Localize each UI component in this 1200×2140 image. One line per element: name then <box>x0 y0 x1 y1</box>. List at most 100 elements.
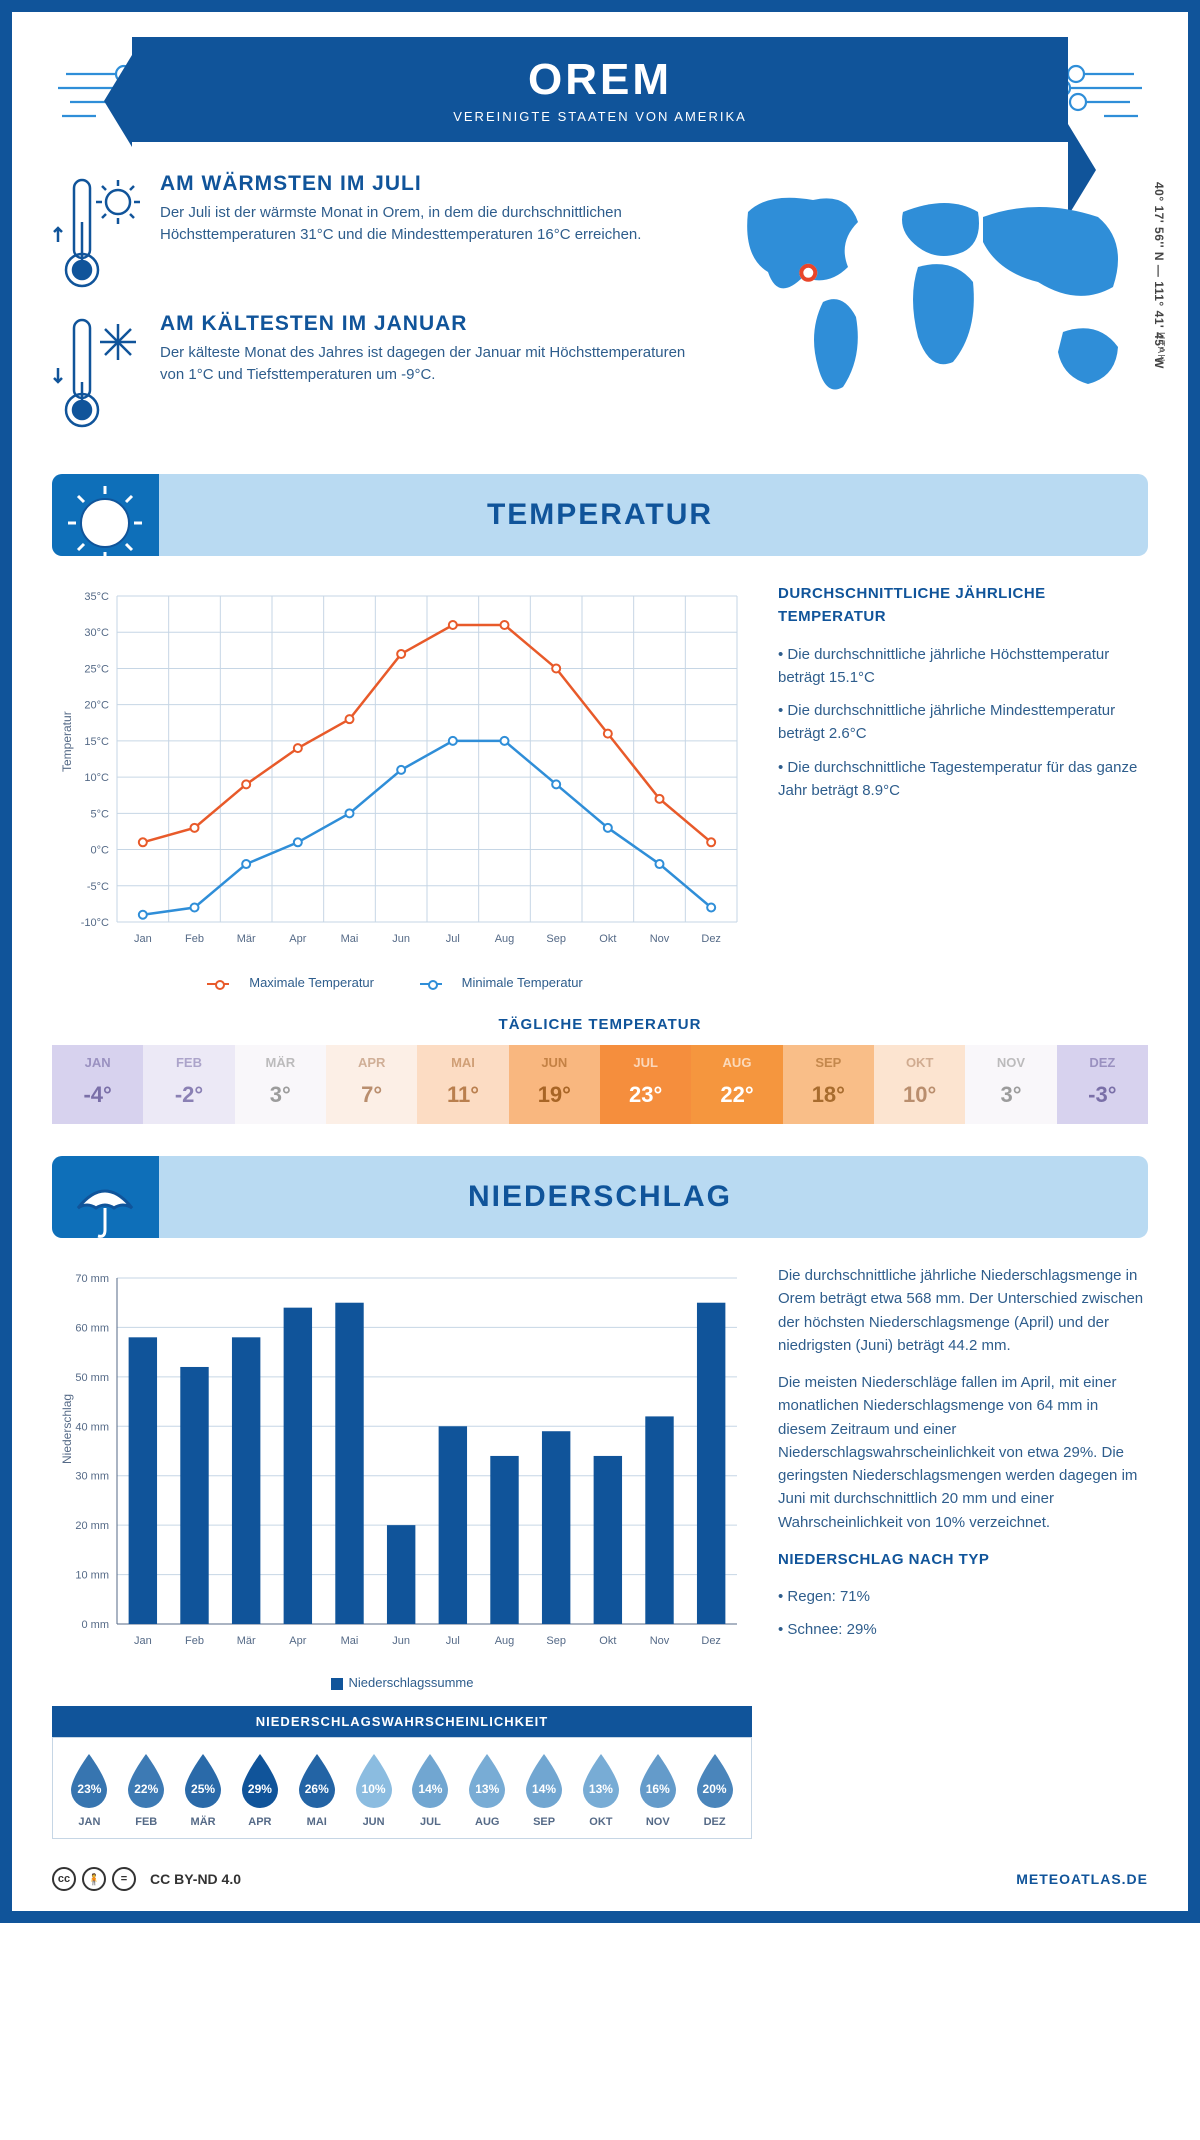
svg-text:Niederschlag: Niederschlag <box>60 1394 74 1464</box>
daily-temp-value: -2° <box>143 1072 234 1124</box>
daily-temp-cell: FEB <box>143 1045 234 1072</box>
svg-text:40 mm: 40 mm <box>75 1421 109 1433</box>
nd-icon: = <box>112 1867 136 1891</box>
thermometer-sun-icon <box>52 172 144 292</box>
svg-text:20 mm: 20 mm <box>75 1520 109 1532</box>
probability-drop: 13%AUG <box>461 1752 514 1828</box>
daily-temp-cell: JAN <box>52 1045 143 1072</box>
svg-text:10°C: 10°C <box>84 772 109 784</box>
daily-temp-value: 19° <box>509 1072 600 1124</box>
cold-title: AM KÄLTESTEN IM JANUAR <box>160 312 688 336</box>
daily-temp-value: 22° <box>691 1072 782 1124</box>
probability-drop: 14%SEP <box>518 1752 571 1828</box>
site-name: METEOATLAS.DE <box>1016 1871 1148 1887</box>
probability-drop: 29%APR <box>233 1752 286 1828</box>
daily-temp-cell: AUG <box>691 1045 782 1072</box>
probability-drop: 25%MÄR <box>177 1752 230 1828</box>
temp-legend: Maximale Temperatur Minimale Temperatur <box>52 975 752 990</box>
probability-drop: 23%JAN <box>63 1752 116 1828</box>
daily-temp-cell: SEP <box>783 1045 874 1072</box>
svg-text:Sep: Sep <box>546 933 566 945</box>
header-ribbon: OREM VEREINIGTE STAATEN VON AMERIKA <box>132 37 1068 142</box>
precip-type-heading: NIEDERSCHLAG NACH TYP <box>778 1548 1148 1571</box>
probability-drop: 20%DEZ <box>688 1752 741 1828</box>
precipitation-section-header: NIEDERSCHLAG <box>52 1156 1148 1238</box>
probability-heading: NIEDERSCHLAGSWAHRSCHEINLICHKEIT <box>52 1706 752 1737</box>
daily-temp-value: 10° <box>874 1072 965 1124</box>
temperature-title: TEMPERATUR <box>487 498 713 531</box>
temp-bullet: • Die durchschnittliche jährliche Höchst… <box>778 643 1148 690</box>
svg-text:Jan: Jan <box>134 933 152 945</box>
world-map <box>718 172 1148 412</box>
temperature-chart: -10°C-5°C0°C5°C10°C15°C20°C25°C30°C35°C … <box>52 582 752 962</box>
svg-text:Aug: Aug <box>495 1635 515 1647</box>
probability-drop: 22%FEB <box>120 1752 173 1828</box>
daily-temp-value: 3° <box>965 1072 1056 1124</box>
svg-text:20°C: 20°C <box>84 700 109 712</box>
daily-temp-cell: OKT <box>874 1045 965 1072</box>
daily-temp-cell: MAI <box>417 1045 508 1072</box>
thermometer-snow-icon <box>52 312 144 432</box>
svg-text:Okt: Okt <box>599 1635 616 1647</box>
daily-temp-cell: DEZ <box>1057 1045 1148 1072</box>
country-subtitle: VEREINIGTE STAATEN VON AMERIKA <box>142 109 1058 124</box>
svg-text:Sep: Sep <box>546 1635 566 1647</box>
svg-text:Mär: Mär <box>237 933 256 945</box>
temperature-section-header: TEMPERATUR <box>52 474 1148 556</box>
warm-title: AM WÄRMSTEN IM JULI <box>160 172 688 196</box>
svg-text:Temperatur: Temperatur <box>60 711 74 772</box>
svg-text:Okt: Okt <box>599 933 616 945</box>
svg-text:0°C: 0°C <box>91 845 110 857</box>
svg-text:Jun: Jun <box>392 933 410 945</box>
svg-text:10 mm: 10 mm <box>75 1570 109 1582</box>
svg-text:Dez: Dez <box>701 933 721 945</box>
daily-temp-value: 18° <box>783 1072 874 1124</box>
probability-drop: 14%JUL <box>404 1752 457 1828</box>
temp-bullet: • Die durchschnittliche Tagestemperatur … <box>778 756 1148 803</box>
svg-text:Mai: Mai <box>341 1635 359 1647</box>
cold-text: Der kälteste Monat des Jahres ist dagege… <box>160 342 688 386</box>
daily-temp-cell: NOV <box>965 1045 1056 1072</box>
svg-text:Apr: Apr <box>289 933 306 945</box>
probability-drops: 23%JAN22%FEB25%MÄR29%APR26%MAI10%JUN14%J… <box>63 1752 741 1828</box>
svg-text:70 mm: 70 mm <box>75 1273 109 1285</box>
probability-drop: 26%MAI <box>290 1752 343 1828</box>
daily-temp-strip: JANFEBMÄRAPRMAIJUNJULAUGSEPOKTNOVDEZ-4°-… <box>52 1045 1148 1124</box>
svg-text:30 mm: 30 mm <box>75 1471 109 1483</box>
precipitation-title: NIEDERSCHLAG <box>468 1180 732 1213</box>
precip-para2: Die meisten Niederschläge fallen im Apri… <box>778 1371 1148 1534</box>
svg-text:15°C: 15°C <box>84 736 109 748</box>
svg-text:Mär: Mär <box>237 1635 256 1647</box>
svg-text:Jan: Jan <box>134 1635 152 1647</box>
daily-temp-heading: TÄGLICHE TEMPERATUR <box>52 1016 1148 1033</box>
svg-text:Feb: Feb <box>185 933 204 945</box>
license-block: cc 🧍 = CC BY-ND 4.0 <box>52 1867 241 1891</box>
daily-temp-value: 3° <box>235 1072 326 1124</box>
cold-fact: AM KÄLTESTEN IM JANUAR Der kälteste Mona… <box>52 312 688 432</box>
probability-drop: 10%JUN <box>347 1752 400 1828</box>
svg-text:Jun: Jun <box>392 1635 410 1647</box>
daily-temp-value: -4° <box>52 1072 143 1124</box>
state-label: UTAH <box>1155 332 1166 362</box>
daily-temp-cell: JUL <box>600 1045 691 1072</box>
svg-text:5°C: 5°C <box>91 808 110 820</box>
svg-text:Apr: Apr <box>289 1635 306 1647</box>
daily-temp-value: -3° <box>1057 1072 1148 1124</box>
svg-text:25°C: 25°C <box>84 663 109 675</box>
precip-legend: Niederschlagssumme <box>52 1675 752 1690</box>
daily-temp-cell: MÄR <box>235 1045 326 1072</box>
svg-text:Nov: Nov <box>650 1635 670 1647</box>
precip-para1: Die durchschnittliche jährliche Niedersc… <box>778 1264 1148 1357</box>
svg-text:Aug: Aug <box>495 933 515 945</box>
svg-text:35°C: 35°C <box>84 591 109 603</box>
temp-bullet: • Die durchschnittliche jährliche Mindes… <box>778 699 1148 746</box>
probability-drop: 16%NOV <box>631 1752 684 1828</box>
umbrella-icon <box>68 1168 142 1238</box>
daily-temp-value: 23° <box>600 1072 691 1124</box>
svg-text:30°C: 30°C <box>84 627 109 639</box>
svg-text:Nov: Nov <box>650 933 670 945</box>
svg-text:50 mm: 50 mm <box>75 1372 109 1384</box>
svg-text:Feb: Feb <box>185 1635 204 1647</box>
daily-temp-value: 11° <box>417 1072 508 1124</box>
svg-text:Jul: Jul <box>446 933 460 945</box>
